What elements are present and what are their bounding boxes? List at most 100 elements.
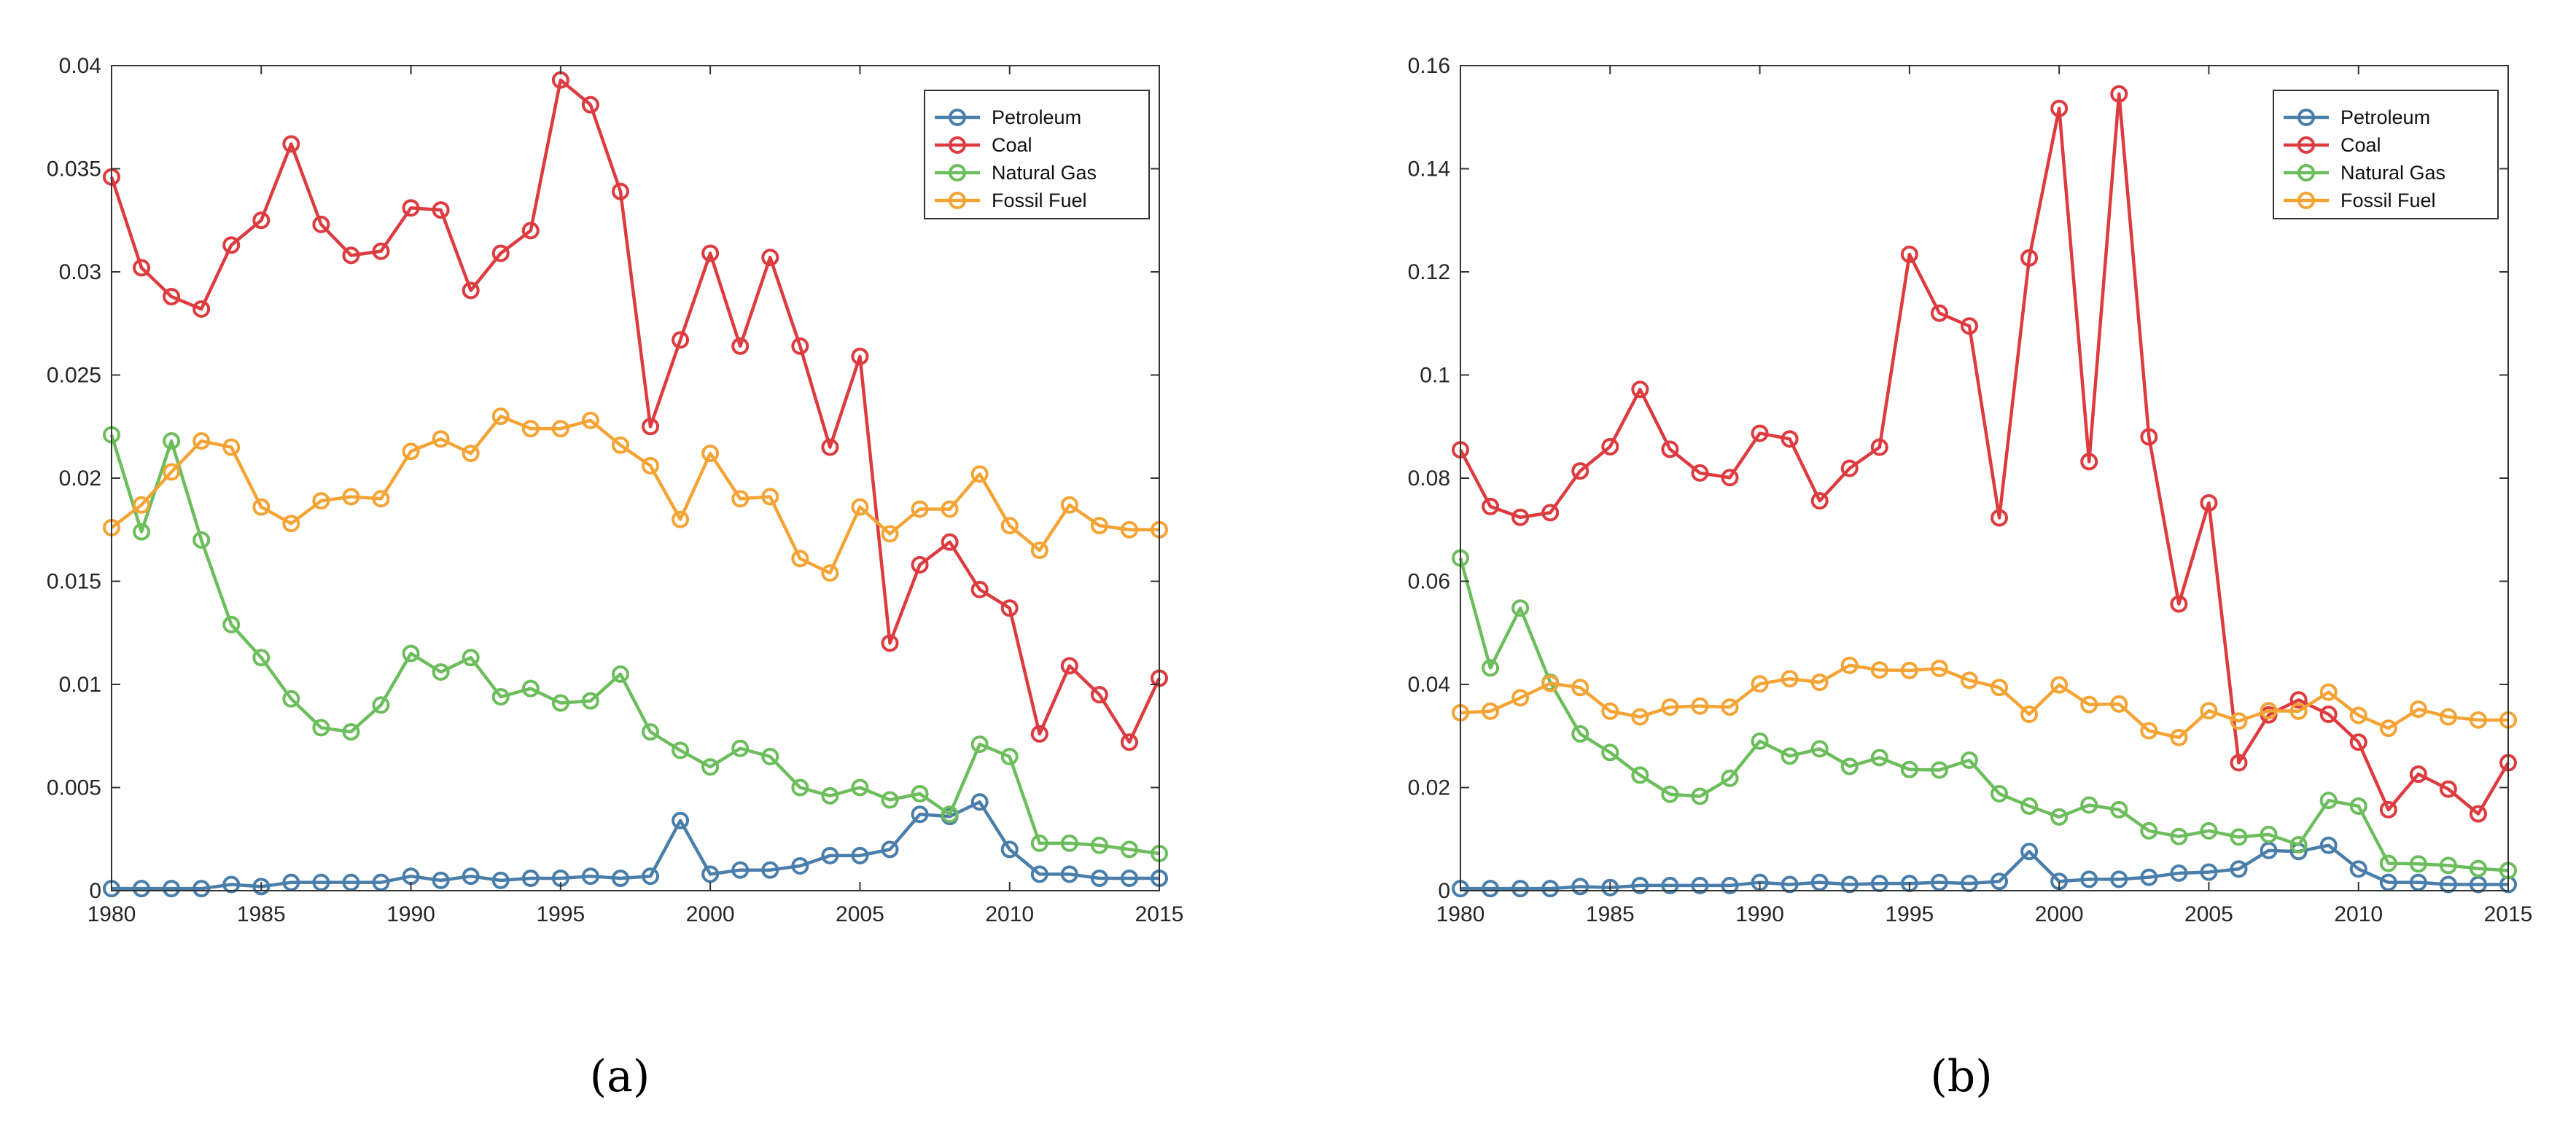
y-tick-label: 0.035 (47, 157, 101, 181)
data-point (672, 811, 690, 829)
data-point (1571, 878, 1589, 896)
y-tick-label: 0.04 (1408, 673, 1450, 697)
y-tick-label: 0.08 (1408, 466, 1450, 491)
y-tick-label: 0.14 (1408, 157, 1450, 181)
data-point (1721, 469, 1739, 487)
data-point (2349, 706, 2367, 724)
data-point (701, 244, 720, 262)
data-point (462, 649, 480, 667)
legend-item-petroleum: Petroleum (2284, 106, 2430, 128)
data-point (1030, 542, 1048, 560)
data-point (1751, 424, 1769, 442)
data-point (2439, 875, 2457, 894)
data-point (642, 723, 660, 741)
data-point (192, 300, 211, 318)
data-point (1120, 840, 1138, 859)
y-tick-label: 0.06 (1408, 570, 1450, 594)
data-point (432, 871, 450, 889)
panel-label-a: (a) (590, 1051, 650, 1102)
data-point (2080, 870, 2098, 888)
data-point (911, 784, 929, 802)
data-point (2349, 797, 2367, 815)
data-point (2349, 733, 2367, 751)
data-point (133, 259, 151, 277)
data-point (1661, 876, 1679, 894)
data-point (402, 442, 420, 461)
data-point (791, 550, 809, 568)
data-point (372, 696, 390, 714)
data-point (581, 867, 599, 886)
data-point (1661, 785, 1679, 803)
data-point (1691, 787, 1709, 805)
y-tick-label: 0 (1438, 879, 1450, 903)
x-axis-ticks: 1980 1985 1990 1995 2000 2005 2010 2015 (87, 66, 1183, 926)
data-point (222, 438, 241, 456)
data-point (2409, 765, 2427, 784)
data-point (2319, 792, 2338, 810)
legend-swatch-marker (949, 109, 966, 126)
data-point (1601, 437, 1619, 456)
legend: Petroleum Coal Natural Gas Fossil Fuel (2273, 90, 2499, 219)
data-point (2050, 99, 2069, 117)
data-point (2020, 797, 2039, 815)
data-point (1541, 674, 1560, 692)
data-point (821, 846, 839, 864)
data-point (521, 420, 540, 438)
data-point (851, 846, 869, 864)
data-point (881, 840, 899, 859)
data-point (1810, 873, 1829, 891)
data-point (312, 492, 330, 510)
data-point (2110, 695, 2128, 713)
x-tick-label: 2005 (836, 902, 884, 926)
data-point (1781, 875, 1799, 894)
data-point (1060, 834, 1078, 852)
data-point (2439, 856, 2457, 875)
x-axis-ticks: 1980 1985 1990 1995 2000 2005 2010 2015 (1436, 66, 2532, 926)
data-point (1900, 760, 1918, 778)
y-axis-ticks: 0 0.005 0.01 0.015 0.02 0.025 0.03 0.035 0.04 (47, 54, 1159, 903)
data-point (1991, 679, 2009, 697)
y-tick-label: 0.02 (1408, 776, 1450, 800)
data-point (2140, 722, 2158, 740)
data-point (821, 438, 839, 456)
data-point (1030, 834, 1048, 852)
data-point (2110, 800, 2128, 819)
data-point (1991, 784, 2009, 802)
data-point (491, 244, 510, 262)
y-tick-label: 0.02 (59, 466, 101, 491)
data-point (1930, 873, 1948, 891)
data-point (1631, 708, 1649, 726)
data-point (2230, 828, 2248, 846)
data-point (581, 411, 599, 429)
x-tick-label: 2000 (2035, 902, 2084, 926)
data-point (791, 778, 809, 797)
data-point (312, 719, 330, 737)
legend-item-coal: Coal (935, 134, 1032, 156)
data-point (2110, 870, 2128, 888)
data-point (941, 533, 959, 551)
data-point (2230, 860, 2248, 878)
data-point (163, 463, 181, 481)
data-point (1541, 504, 1560, 522)
legend-label: Coal (2340, 134, 2381, 156)
data-point (402, 199, 420, 217)
data-point (2200, 702, 2218, 720)
data-point (821, 564, 839, 582)
data-point (1060, 496, 1078, 514)
series-line-petroleum (112, 800, 1159, 891)
data-point (491, 407, 510, 426)
legend-label: Petroleum (992, 106, 1081, 128)
series-fossil-fuel (103, 407, 1168, 582)
data-point (192, 880, 211, 898)
data-point (1930, 761, 1948, 779)
data-point (2379, 873, 2397, 891)
data-point (222, 236, 241, 254)
data-point (342, 246, 360, 265)
data-point (1120, 733, 1138, 751)
data-point (491, 871, 510, 889)
data-point (611, 870, 629, 888)
series-fossil-fuel (1452, 656, 2517, 746)
data-point (252, 211, 271, 230)
data-point (1840, 875, 1859, 894)
